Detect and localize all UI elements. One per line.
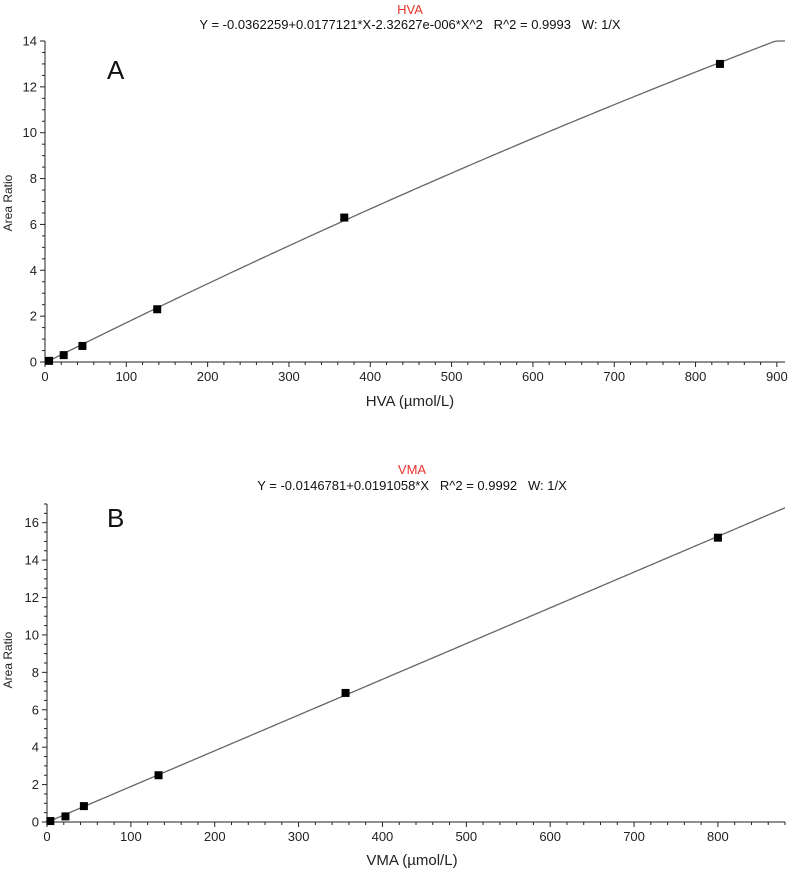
chart-a-x-tick-label: 200 xyxy=(197,369,219,384)
chart-b-x-tick-label: 400 xyxy=(372,829,394,844)
chart-a-panel-label: A xyxy=(107,55,125,85)
chart-b-fit-curve xyxy=(46,507,786,823)
chart-a-x-tick-label: 100 xyxy=(115,369,137,384)
chart-a-x-tick-label: 800 xyxy=(685,369,707,384)
chart-b-y-tick-label: 6 xyxy=(32,702,39,717)
chart-b-x-tick-label: 200 xyxy=(204,829,226,844)
chart-b-y-axis-label: Area Ratio xyxy=(1,631,15,688)
chart-a-data-point xyxy=(78,341,87,350)
chart-b-title: VMA xyxy=(398,462,427,477)
chart-a-data-point xyxy=(153,305,162,314)
chart-b-x-tick-label: 600 xyxy=(539,829,561,844)
chart-b-y-tick-label: 12 xyxy=(25,590,39,605)
chart-a-y-tick-label: 0 xyxy=(30,355,37,370)
chart-b-y-tick-label: 0 xyxy=(32,815,39,830)
chart-b-data-point xyxy=(46,817,55,826)
chart-a-data-point xyxy=(715,59,724,68)
chart-b-plot-area: 0 100 200 300 400 500 600 700 800 0 2 4 6 8 10 12 14 16 xyxy=(25,503,786,844)
chart-a-y-tick-label: 14 xyxy=(23,34,37,49)
chart-a-y-axis-label: Area Ratio xyxy=(1,174,15,231)
chart-a-y-tick-label: 8 xyxy=(30,171,37,186)
chart-a-x-tick-label: 500 xyxy=(441,369,463,384)
chart-b-panel-label: B xyxy=(107,503,124,533)
chart-a-y-tick-label: 12 xyxy=(23,79,37,94)
chart-b-data-point xyxy=(61,812,70,821)
chart-a-y-tick-label: 4 xyxy=(30,263,37,278)
chart-b-x-tick-label: 100 xyxy=(120,829,142,844)
chart-a-data-point xyxy=(340,213,349,222)
chart-a-title: HVA xyxy=(397,2,423,17)
chart-b-y-tick-label: 10 xyxy=(25,627,39,642)
chart-b-y-tick-label: 8 xyxy=(32,665,39,680)
chart-a-equation: Y = -0.0362259+0.0177121*X-2.32627e-006*… xyxy=(199,17,621,32)
chart-a-x-tick-label: 700 xyxy=(603,369,625,384)
chart-b-x-tick-label: 700 xyxy=(623,829,645,844)
chart-b-data-point xyxy=(713,533,722,542)
chart-b-data-point xyxy=(79,802,88,811)
chart-a-data-point xyxy=(45,356,54,365)
chart-a-x-axis-label: HVA (µmol/L) xyxy=(366,393,454,410)
chart-a-data-point xyxy=(59,351,68,360)
chart-b-x-tick-label: 500 xyxy=(455,829,477,844)
chart-a-x-tick-label: 0 xyxy=(41,369,48,384)
chart-b-data-point xyxy=(341,688,350,697)
chart-b-x-axis-label: VMA (µmol/L) xyxy=(366,852,457,869)
chart-b-y-tick-label: 14 xyxy=(25,553,39,568)
chart-a-plot-area: 0 100 200 300 400 500 600 700 800 900 0 2 4 6 8 10 12 14 xyxy=(23,34,788,385)
chart-a-x-tick-label: 400 xyxy=(359,369,381,384)
chart-b-x-tick-label: 0 xyxy=(43,829,50,844)
chart-b-x-tick-label: 300 xyxy=(288,829,310,844)
chart-a-x-tick-label: 900 xyxy=(766,369,788,384)
chart-a-y-tick-label: 6 xyxy=(30,217,37,232)
chart-b-data-point xyxy=(154,771,163,780)
chart-a-x-tick-label: 600 xyxy=(522,369,544,384)
chart-a-x-tick-label: 300 xyxy=(278,369,300,384)
chart-b-equation: Y = -0.0146781+0.0191058*X R^2 = 0.9992 … xyxy=(257,478,567,493)
chart-b-y-tick-label: 2 xyxy=(32,777,39,792)
chart-a-y-tick-label: 10 xyxy=(23,125,37,140)
chart-b-y-tick-label: 16 xyxy=(25,515,39,530)
chart-a-fit-curve xyxy=(44,40,785,363)
chart-a-y-tick-label: 2 xyxy=(30,309,37,324)
chart-b-y-tick-label: 4 xyxy=(32,740,39,755)
chart-b-x-tick-label: 800 xyxy=(707,829,729,844)
